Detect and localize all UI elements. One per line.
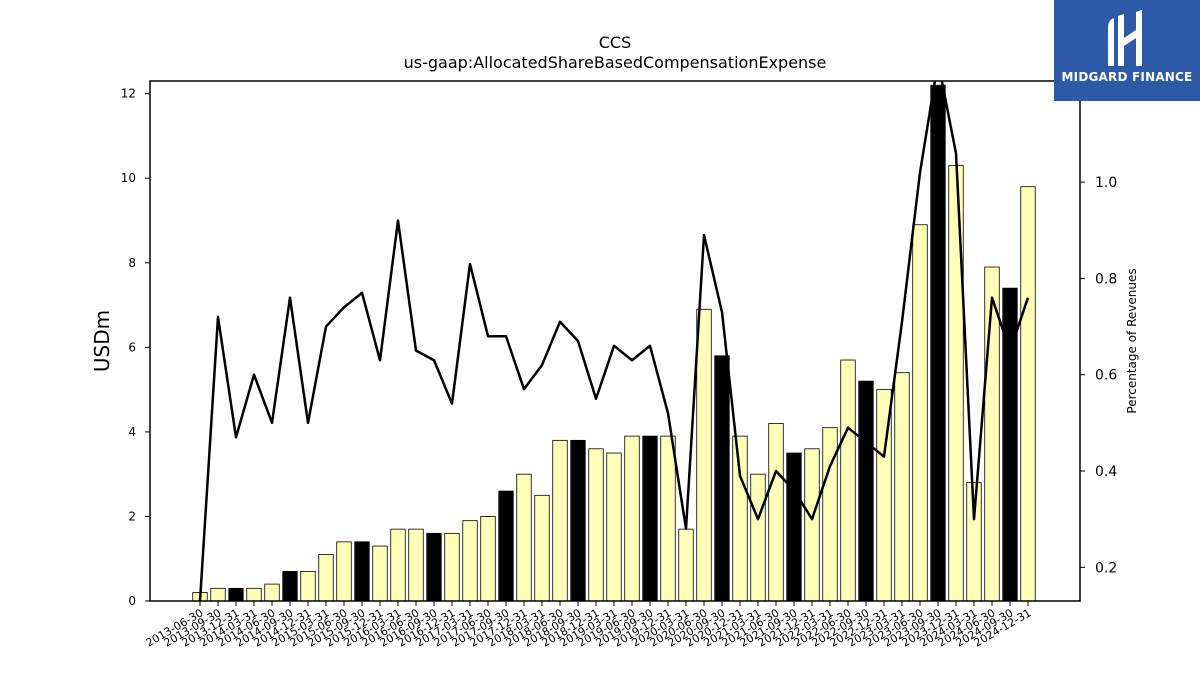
y-tick-label: 0 [128,594,136,608]
bar-2020-09-30 [714,355,730,602]
bar-2017-12-31 [516,473,532,602]
line-group [198,81,1030,601]
bar-2018-03-31 [534,494,550,602]
bar-2014-12-31 [300,571,316,602]
bar-2024-12-31 [1020,186,1036,602]
bar-2016-12-31 [444,532,460,602]
y-tick-label: 6 [128,340,136,354]
bar-2018-09-30 [570,439,586,602]
bar-2021-09-30 [786,452,802,602]
bar-2021-03-31 [750,473,766,602]
plot-frame [149,80,1081,602]
bar-2018-12-31 [588,448,604,602]
bar-2015-12-31 [372,545,388,602]
bar-2019-06-30 [624,435,640,602]
y-tick-label: 8 [128,256,136,270]
bar-2023-03-31 [894,372,910,602]
bar-2020-12-31 [732,435,748,602]
bar-2020-03-31 [678,528,694,602]
y2-tick-label: 0.4 [1095,464,1117,480]
bar-2017-03-31 [462,520,478,602]
y2-tick-label: 1.0 [1095,175,1117,191]
bar-2015-09-30 [354,541,370,602]
y-tick-label: 10 [121,171,136,185]
bar-2020-06-30 [696,308,712,602]
bar-2024-06-30 [984,266,1000,602]
bar-2023-06-30 [912,224,928,602]
bar-2014-03-31 [246,587,262,602]
bar-2014-06-30 [264,583,280,602]
revenue-percentage-line [198,81,1030,601]
bar-2013-09-30 [210,587,226,602]
bar-2019-12-31 [660,435,676,602]
y2-tick-label: 0.8 [1095,271,1117,287]
bar-2021-06-30 [768,423,784,602]
bar-2019-09-30 [642,435,658,602]
chart-title: CCS [599,33,632,52]
bar-2013-12-31 [228,587,244,602]
bar-2016-03-31 [390,528,406,602]
bar-2017-09-30 [498,490,514,602]
y-tick-label: 4 [128,425,136,439]
y-tick-label: 2 [128,509,136,523]
bar-2021-12-31 [804,448,820,602]
bar-2022-09-30 [858,380,874,602]
bar-2016-09-30 [426,532,442,602]
bar-2014-09-30 [282,571,298,602]
bar-2019-03-31 [606,452,622,602]
bar-2016-06-30 [408,528,424,602]
y-axis-left: 0 2 4 6 8 10 12 [121,87,150,608]
bar-2017-06-30 [480,516,496,602]
logo-text: MIDGARD FINANCE [1061,70,1193,84]
bar-2023-12-31 [948,165,964,602]
bar-group [192,84,1036,602]
brand-logo: MIDGARD FINANCE [1054,0,1200,101]
y-axis-label: USDm [90,310,114,372]
y-tick-label: 12 [121,87,136,101]
bar-2022-06-30 [840,359,856,602]
logo-mark-icon [1108,10,1142,66]
bar-2015-06-30 [336,541,352,602]
x-axis: 2013-06-302013-09-302013-12-312014-03-31… [144,601,1034,650]
bar-2015-03-31 [318,554,334,602]
bar-2018-06-30 [552,439,568,602]
y2-tick-label: 0.2 [1095,560,1117,576]
chart-subtitle: us-gaap:AllocatedShareBasedCompensationE… [404,53,827,72]
y2-tick-label: 0.6 [1095,368,1117,384]
y-axis-right: 0.2 0.4 0.6 0.8 1.0 [1080,175,1117,576]
bar-2023-09-30 [930,84,946,602]
y2-axis-label: Percentage of Revenues [1125,268,1139,413]
